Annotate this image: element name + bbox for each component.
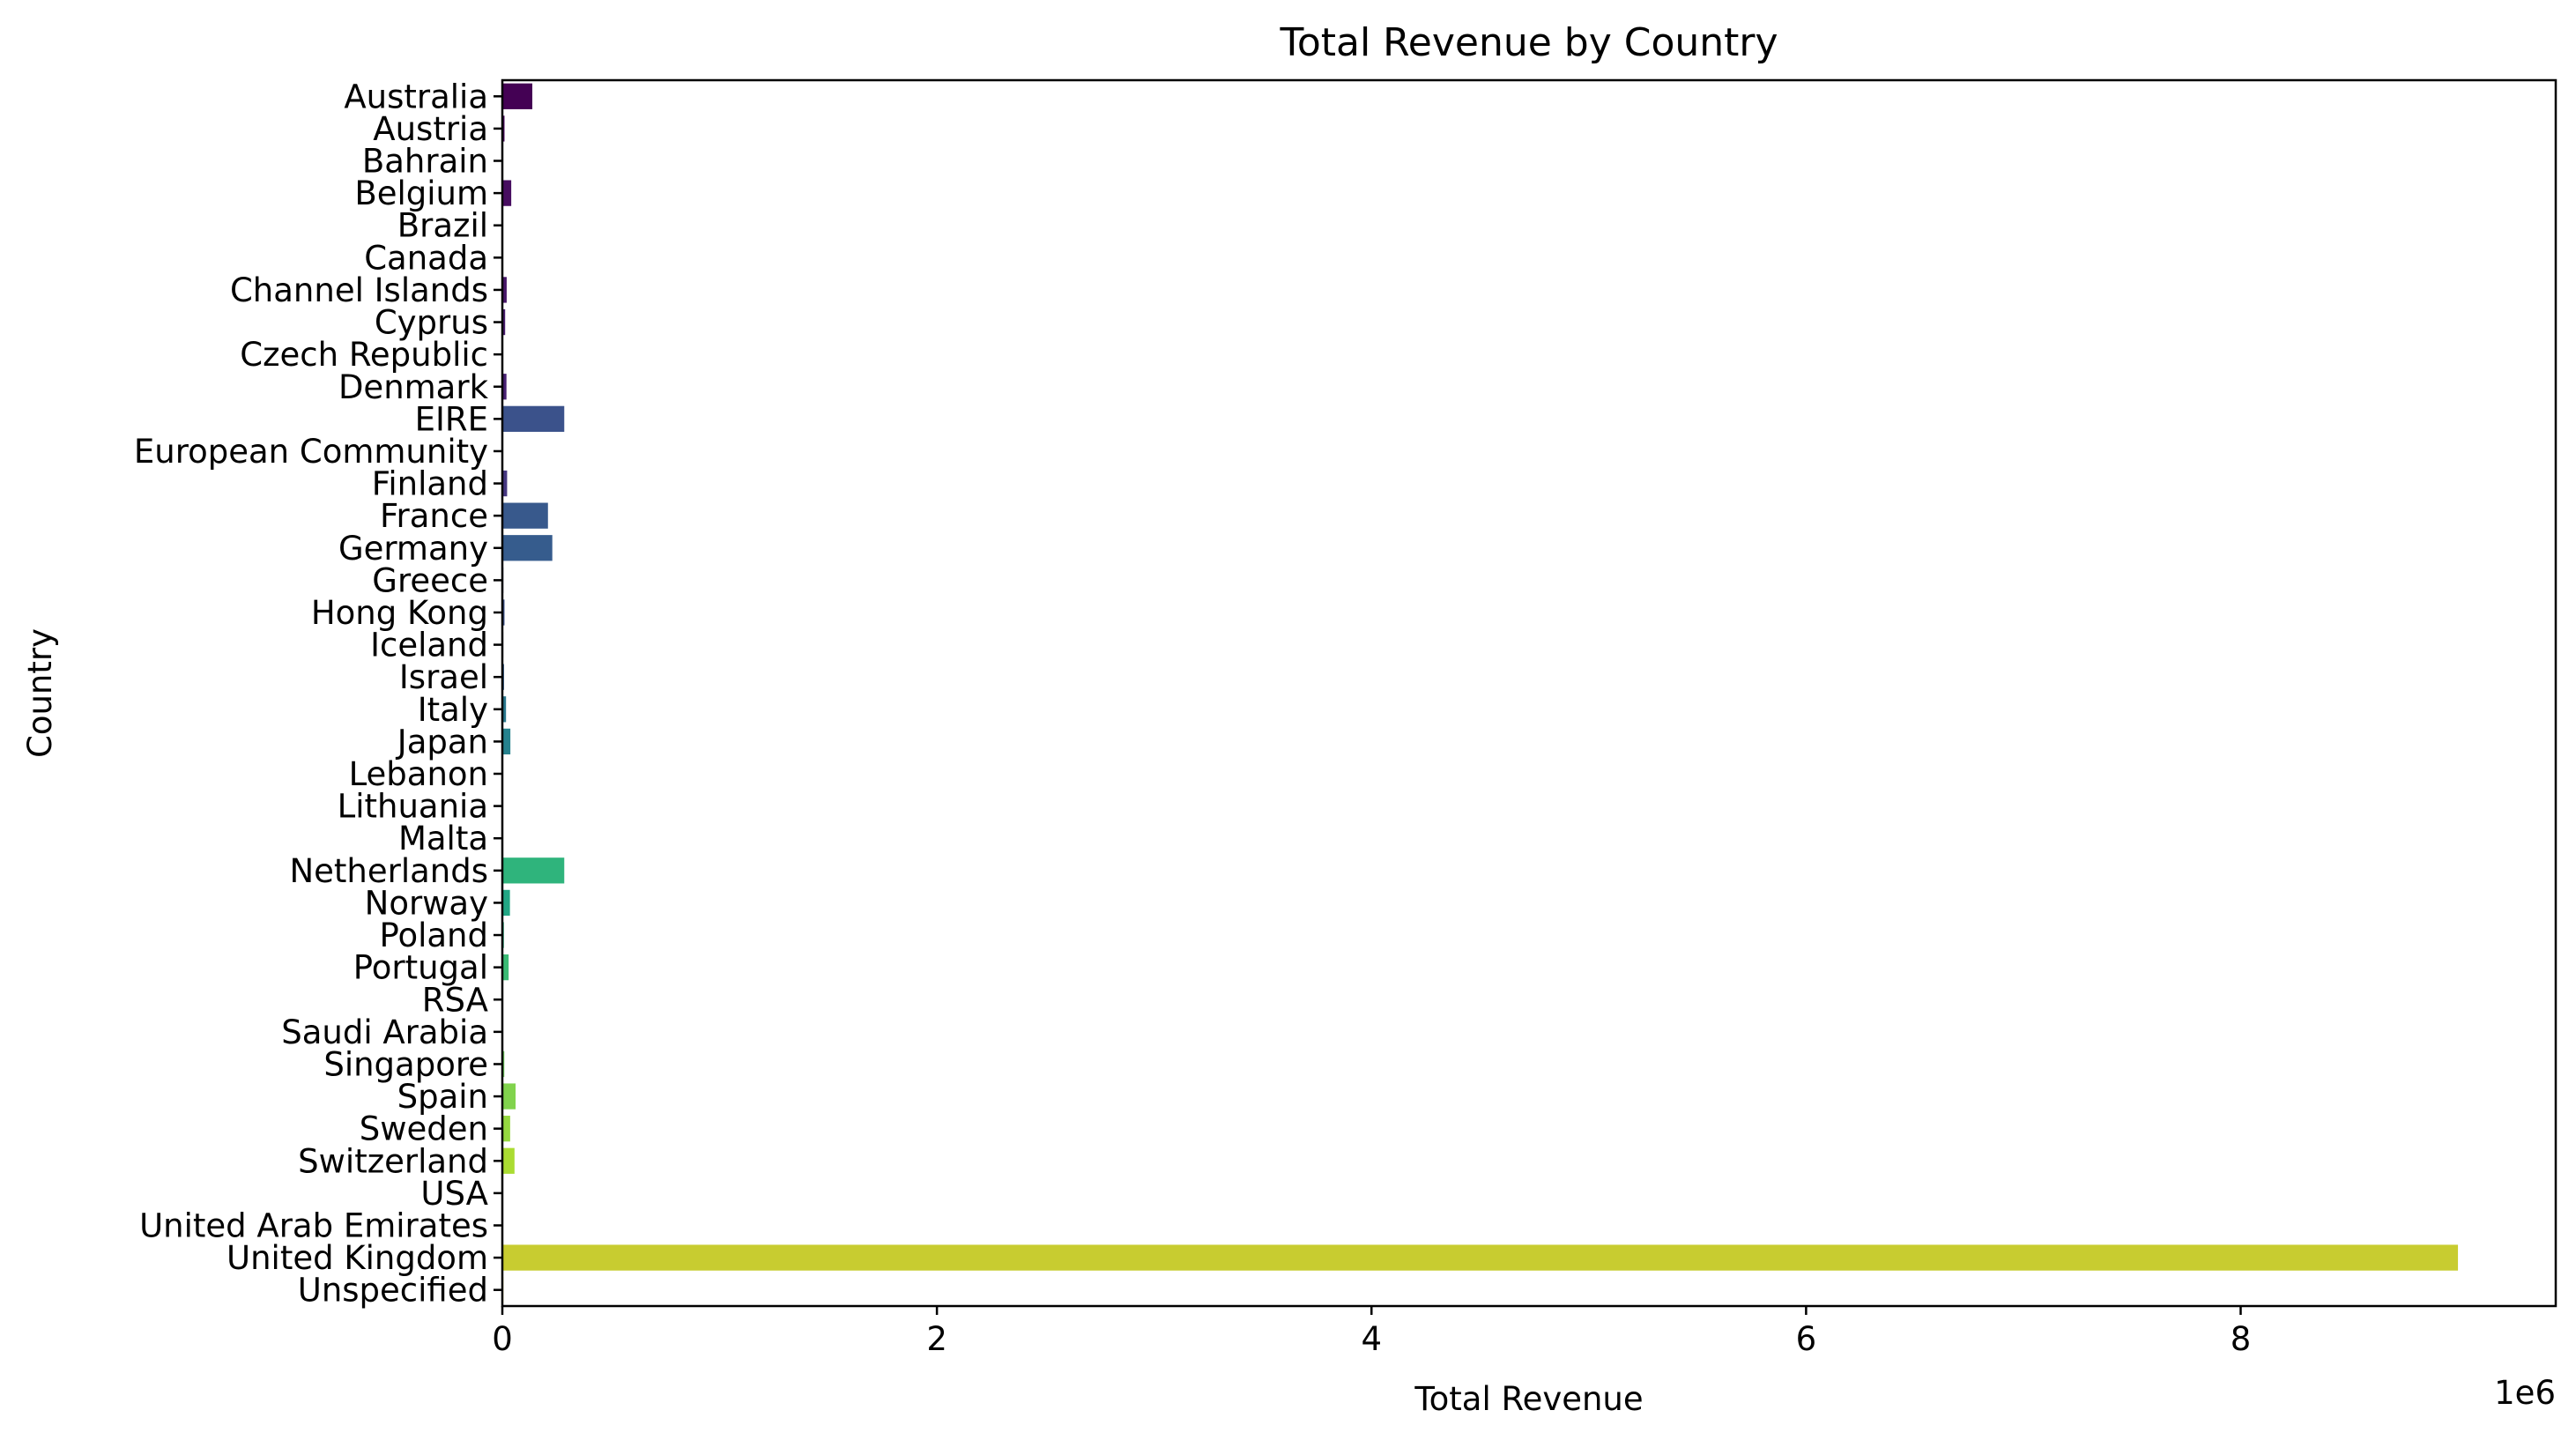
y-tick-label: Bahrain	[362, 143, 488, 181]
y-tick-label: Portugal	[353, 949, 488, 987]
bars-layer	[502, 83, 2459, 1303]
x-axis-label: Total Revenue	[1414, 1380, 1643, 1418]
bar	[502, 374, 507, 400]
bar	[502, 180, 512, 206]
bar	[502, 502, 548, 529]
y-tick-label: Poland	[379, 917, 488, 954]
y-tick-label: EIRE	[415, 400, 488, 438]
y-tick-label: Cyprus	[375, 304, 488, 342]
y-tick-label: Greece	[372, 561, 488, 599]
y-tick-label: Austria	[373, 110, 488, 148]
bar	[502, 1083, 516, 1110]
x-tick-label: 2	[926, 1320, 947, 1358]
x-tick-label: 4	[1361, 1320, 1382, 1358]
x-tick-label: 0	[492, 1320, 513, 1358]
bar	[502, 954, 509, 981]
y-tick-label: United Arab Emirates	[139, 1206, 488, 1244]
y-tick-label: Japan	[396, 723, 488, 761]
y-tick-label: Finland	[372, 465, 488, 503]
y-tick-label: Australia	[344, 78, 488, 115]
y-tick-label: USA	[420, 1175, 488, 1213]
bar	[502, 277, 507, 303]
y-tick-label: RSA	[422, 981, 488, 1019]
bar	[502, 470, 508, 497]
x-ticks: 0 2 4 6 8	[492, 1306, 2251, 1358]
y-tick-label: Norway	[365, 884, 488, 922]
y-tick-label: Saudi Arabia	[281, 1013, 488, 1051]
y-tick-label: United Kingdom	[226, 1239, 488, 1277]
y-tick-label: Lebanon	[349, 755, 488, 793]
y-tick-label: European Community	[134, 433, 488, 471]
y-tick-label: Lithuania	[338, 788, 488, 826]
bar	[502, 1147, 515, 1174]
plot-frame	[501, 78, 2557, 1308]
chart-title: Total Revenue by Country	[1279, 20, 1778, 65]
bar	[502, 857, 565, 884]
bar	[502, 1116, 510, 1142]
y-tick-label: Spain	[397, 1078, 488, 1116]
bar	[502, 308, 506, 336]
y-tick-label: Belgium	[354, 174, 488, 212]
bar	[502, 405, 565, 432]
x-axis-offset-text: 1e6	[2494, 1374, 2556, 1412]
y-tick-label: Brazil	[397, 207, 488, 245]
y-tick-label: Unspecified	[298, 1272, 488, 1310]
y-tick-label: Sweden	[360, 1110, 488, 1148]
y-tick-label: Switzerland	[298, 1142, 488, 1180]
bar	[502, 83, 533, 109]
y-tick-label: Channel Islands	[230, 271, 488, 309]
y-tick-label: Israel	[399, 658, 488, 696]
y-tick-label: Hong Kong	[311, 594, 488, 632]
y-tick-label: Singapore	[323, 1045, 488, 1083]
x-tick-label: 8	[2231, 1320, 2252, 1358]
y-tick-label: Italy	[418, 691, 488, 729]
bar	[502, 696, 507, 723]
bar	[502, 535, 553, 561]
y-axis-label: Country	[21, 628, 59, 758]
y-tick-label: Iceland	[370, 627, 488, 664]
y-tick-label: Malta	[398, 820, 488, 857]
y-ticks: AustraliaAustriaBahrainBelgiumBrazilCana…	[134, 78, 502, 1310]
y-tick-label: France	[380, 497, 488, 535]
bar	[502, 889, 510, 917]
y-tick-label: Czech Republic	[240, 336, 488, 374]
y-tick-label: Netherlands	[289, 852, 488, 890]
y-tick-label: Germany	[338, 530, 488, 568]
y-tick-label: Canada	[364, 239, 488, 277]
y-tick-label: Denmark	[338, 368, 489, 406]
x-tick-label: 6	[1796, 1320, 1817, 1358]
bar	[502, 1244, 2459, 1271]
bar	[502, 728, 511, 755]
